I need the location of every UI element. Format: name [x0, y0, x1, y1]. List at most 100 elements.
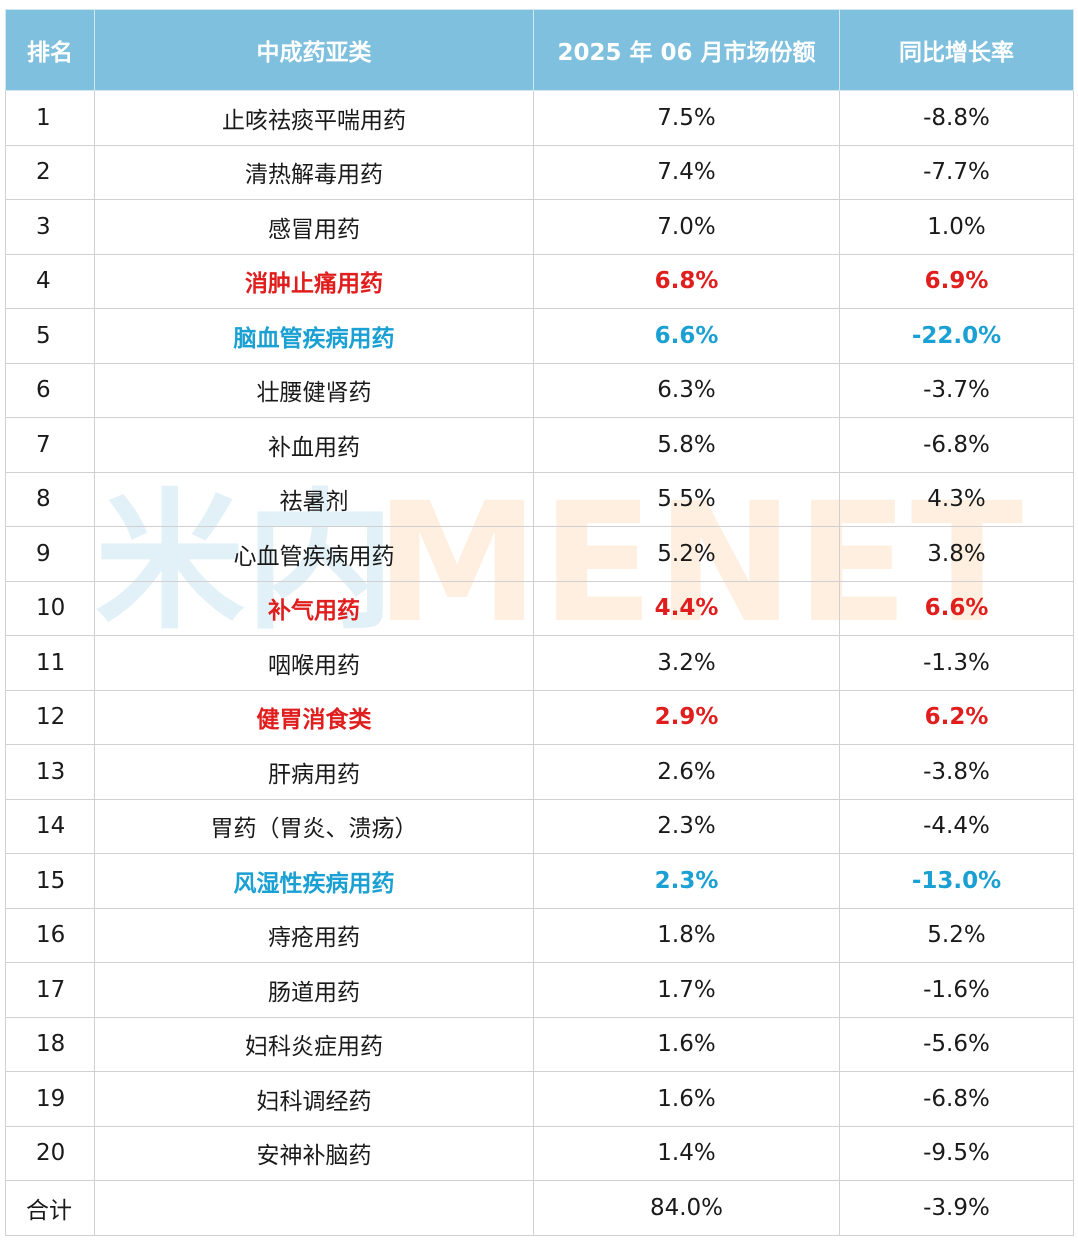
- market-share-cell: 4.4%: [533, 580, 840, 636]
- rank-cell: 12: [5, 689, 95, 745]
- rank-cell: 2: [5, 144, 95, 200]
- market-share-cell: 2.6%: [533, 744, 840, 800]
- yoy-growth-cell: 5.2%: [839, 907, 1074, 963]
- subcategory-cell: 祛暑剂: [94, 471, 534, 527]
- table-row: 8 祛暑剂 5.5% 4.3%: [5, 471, 1074, 527]
- yoy-growth-cell: 4.3%: [839, 471, 1074, 527]
- subcategory-cell: 感冒用药: [94, 199, 534, 255]
- market-share-cell: 7.4%: [533, 144, 840, 200]
- table-row: 4 消肿止痛用药 6.8% 6.9%: [5, 253, 1074, 309]
- rank-cell: 17: [5, 962, 95, 1018]
- table-row: 18 妇科炎症用药 1.6% -5.6%: [5, 1016, 1074, 1072]
- rank-cell: 18: [5, 1016, 95, 1072]
- subcategory-cell: 妇科调经药: [94, 1071, 534, 1127]
- total-name-cell: [94, 1180, 534, 1236]
- yoy-growth-cell: -5.6%: [839, 1016, 1074, 1072]
- table-row: 1 止咳祛痰平喘用药 7.5% -8.8%: [5, 90, 1074, 146]
- subcategory-cell: 心血管疾病用药: [94, 526, 534, 582]
- market-share-cell: 1.6%: [533, 1016, 840, 1072]
- rank-cell: 6: [5, 362, 95, 418]
- market-share-cell: 1.6%: [533, 1071, 840, 1127]
- market-share-cell: 5.5%: [533, 471, 840, 527]
- table-row: 10 补气用药 4.4% 6.6%: [5, 580, 1074, 636]
- yoy-growth-cell: 3.8%: [839, 526, 1074, 582]
- subcategory-cell: 止咳祛痰平喘用药: [94, 90, 534, 146]
- market-share-cell: 2.3%: [533, 853, 840, 909]
- yoy-growth-cell: -6.8%: [839, 1071, 1074, 1127]
- yoy-growth-cell: 6.2%: [839, 689, 1074, 745]
- table-row: 2 清热解毒用药 7.4% -7.7%: [5, 144, 1074, 200]
- market-share-cell: 5.8%: [533, 417, 840, 473]
- subcategory-cell: 肠道用药: [94, 962, 534, 1018]
- market-share-cell: 6.3%: [533, 362, 840, 418]
- table-row: 16 痔疮用药 1.8% 5.2%: [5, 907, 1074, 963]
- table-row: 13 肝病用药 2.6% -3.8%: [5, 744, 1074, 800]
- yoy-growth-cell: -9.5%: [839, 1125, 1074, 1181]
- table-row: 6 壮腰健肾药 6.3% -3.7%: [5, 362, 1074, 418]
- table-row: 11 咽喉用药 3.2% -1.3%: [5, 635, 1074, 691]
- rank-cell: 10: [5, 580, 95, 636]
- yoy-growth-cell: -22.0%: [839, 308, 1074, 364]
- table-row: 19 妇科调经药 1.6% -6.8%: [5, 1071, 1074, 1127]
- market-share-cell: 5.2%: [533, 526, 840, 582]
- subcategory-cell: 妇科炎症用药: [94, 1016, 534, 1072]
- header-subcategory: 中成药亚类: [94, 9, 534, 91]
- yoy-growth-cell: -7.7%: [839, 144, 1074, 200]
- subcategory-cell: 胃药（胃炎、溃疡）: [94, 798, 534, 854]
- header-rank: 排名: [5, 9, 95, 91]
- yoy-growth-cell: 1.0%: [839, 199, 1074, 255]
- subcategory-cell: 壮腰健肾药: [94, 362, 534, 418]
- total-row: 合计 84.0% -3.9%: [5, 1180, 1074, 1236]
- rank-cell: 8: [5, 471, 95, 527]
- table-row: 9 心血管疾病用药 5.2% 3.8%: [5, 526, 1074, 582]
- table-row: 17 肠道用药 1.7% -1.6%: [5, 962, 1074, 1018]
- market-share-cell: 6.6%: [533, 308, 840, 364]
- rank-cell: 14: [5, 798, 95, 854]
- market-share-cell: 7.5%: [533, 90, 840, 146]
- yoy-growth-cell: -3.7%: [839, 362, 1074, 418]
- rank-cell: 4: [5, 253, 95, 309]
- subcategory-cell: 补气用药: [94, 580, 534, 636]
- rank-cell: 13: [5, 744, 95, 800]
- yoy-growth-cell: 6.6%: [839, 580, 1074, 636]
- subcategory-cell: 安神补脑药: [94, 1125, 534, 1181]
- table-row: 20 安神补脑药 1.4% -9.5%: [5, 1125, 1074, 1181]
- table-row: 5 脑血管疾病用药 6.6% -22.0%: [5, 308, 1074, 364]
- subcategory-cell: 消肿止痛用药: [94, 253, 534, 309]
- rank-cell: 11: [5, 635, 95, 691]
- market-share-cell: 1.8%: [533, 907, 840, 963]
- subcategory-cell: 风湿性疾病用药: [94, 853, 534, 909]
- subcategory-cell: 痔疮用药: [94, 907, 534, 963]
- table-body: 1 止咳祛痰平喘用药 7.5% -8.8% 2 清热解毒用药 7.4% -7.7% 3 感冒用药 7…: [5, 90, 1074, 1236]
- rank-cell: 16: [5, 907, 95, 963]
- rank-cell: 19: [5, 1071, 95, 1127]
- market-share-cell: 6.8%: [533, 253, 840, 309]
- table-row: 3 感冒用药 7.0% 1.0%: [5, 199, 1074, 255]
- yoy-growth-cell: -8.8%: [839, 90, 1074, 146]
- yoy-growth-cell: -3.8%: [839, 744, 1074, 800]
- table-row: 14 胃药（胃炎、溃疡） 2.3% -4.4%: [5, 798, 1074, 854]
- yoy-growth-cell: -1.6%: [839, 962, 1074, 1018]
- yoy-growth-cell: -1.3%: [839, 635, 1074, 691]
- market-share-cell: 1.7%: [533, 962, 840, 1018]
- table-row: 7 补血用药 5.8% -6.8%: [5, 417, 1074, 473]
- subcategory-cell: 咽喉用药: [94, 635, 534, 691]
- subcategory-cell: 补血用药: [94, 417, 534, 473]
- table-header: 排名 中成药亚类 2025 年 06 月市场份额 同比增长率: [5, 9, 1074, 91]
- market-share-cell: 2.3%: [533, 798, 840, 854]
- table-row: 15 风湿性疾病用药 2.3% -13.0%: [5, 853, 1074, 909]
- market-share-cell: 7.0%: [533, 199, 840, 255]
- market-share-cell: 1.4%: [533, 1125, 840, 1181]
- rank-cell: 9: [5, 526, 95, 582]
- rank-cell: 15: [5, 853, 95, 909]
- rank-cell: 3: [5, 199, 95, 255]
- market-share-ranking-table: 排名 中成药亚类 2025 年 06 月市场份额 同比增长率 1 止咳祛痰平喘用药…: [5, 9, 1074, 1236]
- yoy-growth-cell: -13.0%: [839, 853, 1074, 909]
- header-yoy-growth: 同比增长率: [839, 9, 1074, 91]
- header-row: 排名 中成药亚类 2025 年 06 月市场份额 同比增长率: [5, 9, 1074, 91]
- rank-cell: 1: [5, 90, 95, 146]
- market-share-cell: 2.9%: [533, 689, 840, 745]
- yoy-growth-cell: 6.9%: [839, 253, 1074, 309]
- yoy-growth-cell: -6.8%: [839, 417, 1074, 473]
- rank-cell: 5: [5, 308, 95, 364]
